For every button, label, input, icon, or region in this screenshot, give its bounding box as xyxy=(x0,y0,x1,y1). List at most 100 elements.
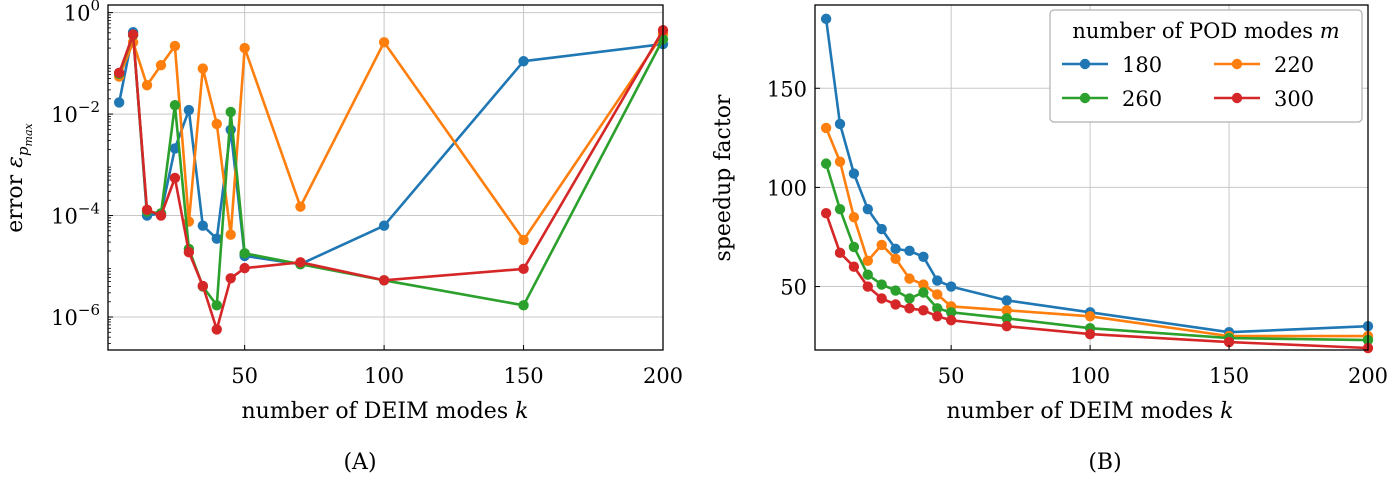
data-point-blue xyxy=(876,223,887,235)
data-point-green xyxy=(834,204,846,215)
panel-a-grid xyxy=(108,5,664,350)
data-point-red xyxy=(862,281,873,292)
data-point-red xyxy=(876,293,887,304)
data-point-green xyxy=(918,287,929,298)
y-tick-label: 150 xyxy=(767,77,807,101)
data-point-green xyxy=(932,303,943,314)
x-tick-label: 200 xyxy=(643,364,683,388)
panel-a-ylabel: error εpmax xyxy=(3,122,35,232)
data-point-orange xyxy=(155,59,167,71)
data-point-red xyxy=(918,305,929,316)
data-point-red xyxy=(141,204,153,215)
data-point-orange xyxy=(918,279,929,290)
y-tick-label: 10−2 xyxy=(51,98,100,127)
data-point-red xyxy=(1084,328,1096,340)
panel-b-xlabel: number of DEIM modes k xyxy=(947,399,1234,424)
data-point-blue xyxy=(378,220,390,231)
data-point-orange xyxy=(518,234,529,246)
x-tick-label: 200 xyxy=(1348,364,1388,388)
data-point-blue xyxy=(945,281,957,292)
data-point-blue xyxy=(113,97,125,108)
data-point-red xyxy=(239,262,250,274)
legend-label-220: 220 xyxy=(1274,53,1314,77)
panel-a-series xyxy=(113,25,669,335)
data-point-red xyxy=(169,172,181,184)
data-point-red xyxy=(1223,336,1235,348)
data-point-green xyxy=(876,279,887,290)
data-point-blue xyxy=(820,13,832,25)
data-point-red xyxy=(904,303,915,314)
data-point-orange xyxy=(169,40,181,52)
legend-marker-blue xyxy=(1079,58,1091,70)
data-point-orange xyxy=(225,229,236,240)
data-point-orange xyxy=(890,253,901,264)
data-point-orange xyxy=(295,201,306,212)
panel-a: 50 100 150 200 100 10−2 10−4 10−6 number of DEI… xyxy=(3,0,683,475)
data-point-green xyxy=(904,293,915,304)
data-point-orange xyxy=(378,37,390,48)
legend-label-180: 180 xyxy=(1122,53,1162,77)
data-point-green xyxy=(225,106,236,118)
data-point-blue xyxy=(862,204,873,215)
data-point-red xyxy=(848,261,860,272)
panel-a-xlabel: number of DEIM modes k xyxy=(242,399,529,424)
y-tick-label: 100 xyxy=(767,176,807,200)
data-point-orange xyxy=(862,255,873,266)
data-point-green xyxy=(945,307,957,318)
data-point-red xyxy=(834,247,846,259)
data-point-green xyxy=(848,241,860,253)
data-point-blue xyxy=(890,243,901,255)
data-point-blue xyxy=(169,143,181,154)
panel-a-ticks: 50 100 150 200 100 10−2 10−4 10−6 xyxy=(51,0,683,388)
legend-marker-orange xyxy=(1231,58,1243,70)
data-point-green xyxy=(169,99,181,111)
data-point-red xyxy=(932,311,943,322)
legend-label-260: 260 xyxy=(1122,87,1162,111)
x-tick-label: 50 xyxy=(938,364,965,388)
panel-b-frame xyxy=(814,4,1369,351)
data-point-red xyxy=(518,263,529,275)
data-point-red xyxy=(127,29,139,40)
data-point-red xyxy=(1001,321,1012,332)
data-point-green xyxy=(890,285,901,296)
y-tick-label: 100 xyxy=(64,0,100,26)
data-point-orange xyxy=(876,239,887,251)
legend-marker-green xyxy=(1079,92,1091,104)
legend-label-300: 300 xyxy=(1274,87,1314,111)
data-point-blue xyxy=(848,168,860,179)
legend-box xyxy=(1049,9,1363,123)
data-point-orange xyxy=(1001,305,1012,316)
data-point-red xyxy=(113,67,125,79)
data-point-red xyxy=(295,257,306,268)
data-point-orange xyxy=(239,42,250,54)
data-point-blue xyxy=(183,104,195,116)
data-point-blue xyxy=(918,251,929,263)
series-line-orange xyxy=(824,127,1368,338)
x-tick-label: 100 xyxy=(364,364,404,388)
data-point-orange xyxy=(141,80,153,91)
panel-a-frame xyxy=(107,4,664,351)
data-point-red xyxy=(820,207,832,219)
panel-b-label: (B) xyxy=(1088,450,1121,475)
data-point-green xyxy=(211,300,222,311)
data-point-orange xyxy=(932,289,943,300)
x-tick-label: 50 xyxy=(231,364,258,388)
data-point-red xyxy=(378,275,390,286)
x-tick-label: 100 xyxy=(1070,364,1110,388)
legend-entries: 180 220 260 300 xyxy=(1062,53,1314,111)
data-point-orange xyxy=(834,156,846,167)
data-point-blue xyxy=(197,220,209,231)
data-point-blue xyxy=(932,275,943,286)
panel-b: 50 100 150 200 50 100 150 number of DEIM modes… xyxy=(711,4,1388,475)
data-point-blue xyxy=(834,118,846,130)
data-point-blue xyxy=(904,245,915,257)
data-point-red xyxy=(183,246,195,258)
panel-b-ticks: 50 100 150 200 50 100 150 xyxy=(767,77,1388,388)
data-point-blue xyxy=(518,56,529,67)
data-point-orange xyxy=(848,211,860,223)
panel-b-ylabel: speedup factor xyxy=(711,94,736,261)
data-point-green xyxy=(239,248,250,259)
legend: number of POD modes m 180 220 260 300 xyxy=(1049,9,1363,123)
data-point-orange xyxy=(197,63,209,74)
